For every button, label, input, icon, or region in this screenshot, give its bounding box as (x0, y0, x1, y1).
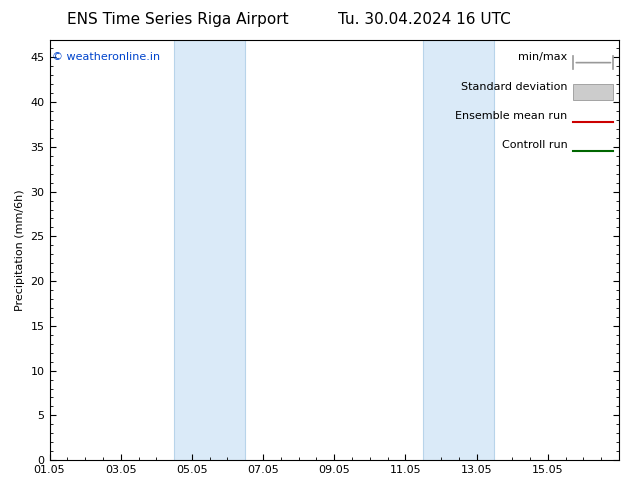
Text: Tu. 30.04.2024 16 UTC: Tu. 30.04.2024 16 UTC (339, 12, 511, 27)
Text: ENS Time Series Riga Airport: ENS Time Series Riga Airport (67, 12, 288, 27)
Text: Standard deviation: Standard deviation (462, 81, 568, 92)
Text: © weatheronline.in: © weatheronline.in (53, 52, 160, 62)
FancyBboxPatch shape (573, 84, 613, 100)
Text: Ensemble mean run: Ensemble mean run (455, 111, 568, 121)
Y-axis label: Precipitation (mm/6h): Precipitation (mm/6h) (15, 189, 25, 311)
Text: Controll run: Controll run (502, 141, 568, 150)
Text: min/max: min/max (519, 52, 568, 62)
Bar (424, 40, 495, 460)
Bar (174, 40, 245, 460)
